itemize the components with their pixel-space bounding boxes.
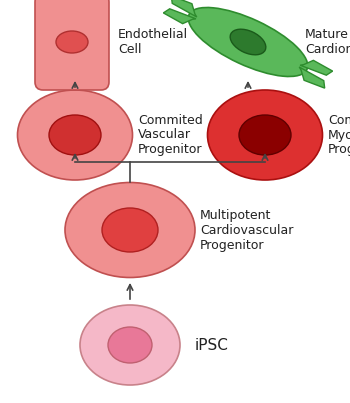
Ellipse shape	[188, 8, 308, 77]
Text: iPSC: iPSC	[195, 337, 229, 353]
Polygon shape	[300, 60, 332, 75]
Ellipse shape	[56, 31, 88, 53]
Ellipse shape	[239, 115, 291, 155]
Ellipse shape	[18, 90, 133, 180]
Ellipse shape	[80, 305, 180, 385]
Ellipse shape	[208, 90, 322, 180]
Polygon shape	[299, 67, 325, 88]
Text: Commited
Vascular
Progenitor: Commited Vascular Progenitor	[138, 114, 203, 156]
Ellipse shape	[49, 115, 101, 155]
Ellipse shape	[65, 183, 195, 278]
Ellipse shape	[102, 208, 158, 252]
Ellipse shape	[108, 327, 152, 363]
Ellipse shape	[230, 29, 266, 55]
Text: Endothelial
Cell: Endothelial Cell	[118, 28, 188, 56]
Text: Multipotent
Cardiovascular
Progenitor: Multipotent Cardiovascular Progenitor	[200, 208, 293, 251]
Text: Mature
Cardiomyocytes: Mature Cardiomyocytes	[305, 28, 350, 56]
FancyBboxPatch shape	[35, 0, 109, 90]
Polygon shape	[171, 0, 197, 17]
Polygon shape	[163, 9, 196, 24]
Text: Commited
Myocardial
Progenitor: Commited Myocardial Progenitor	[328, 114, 350, 156]
